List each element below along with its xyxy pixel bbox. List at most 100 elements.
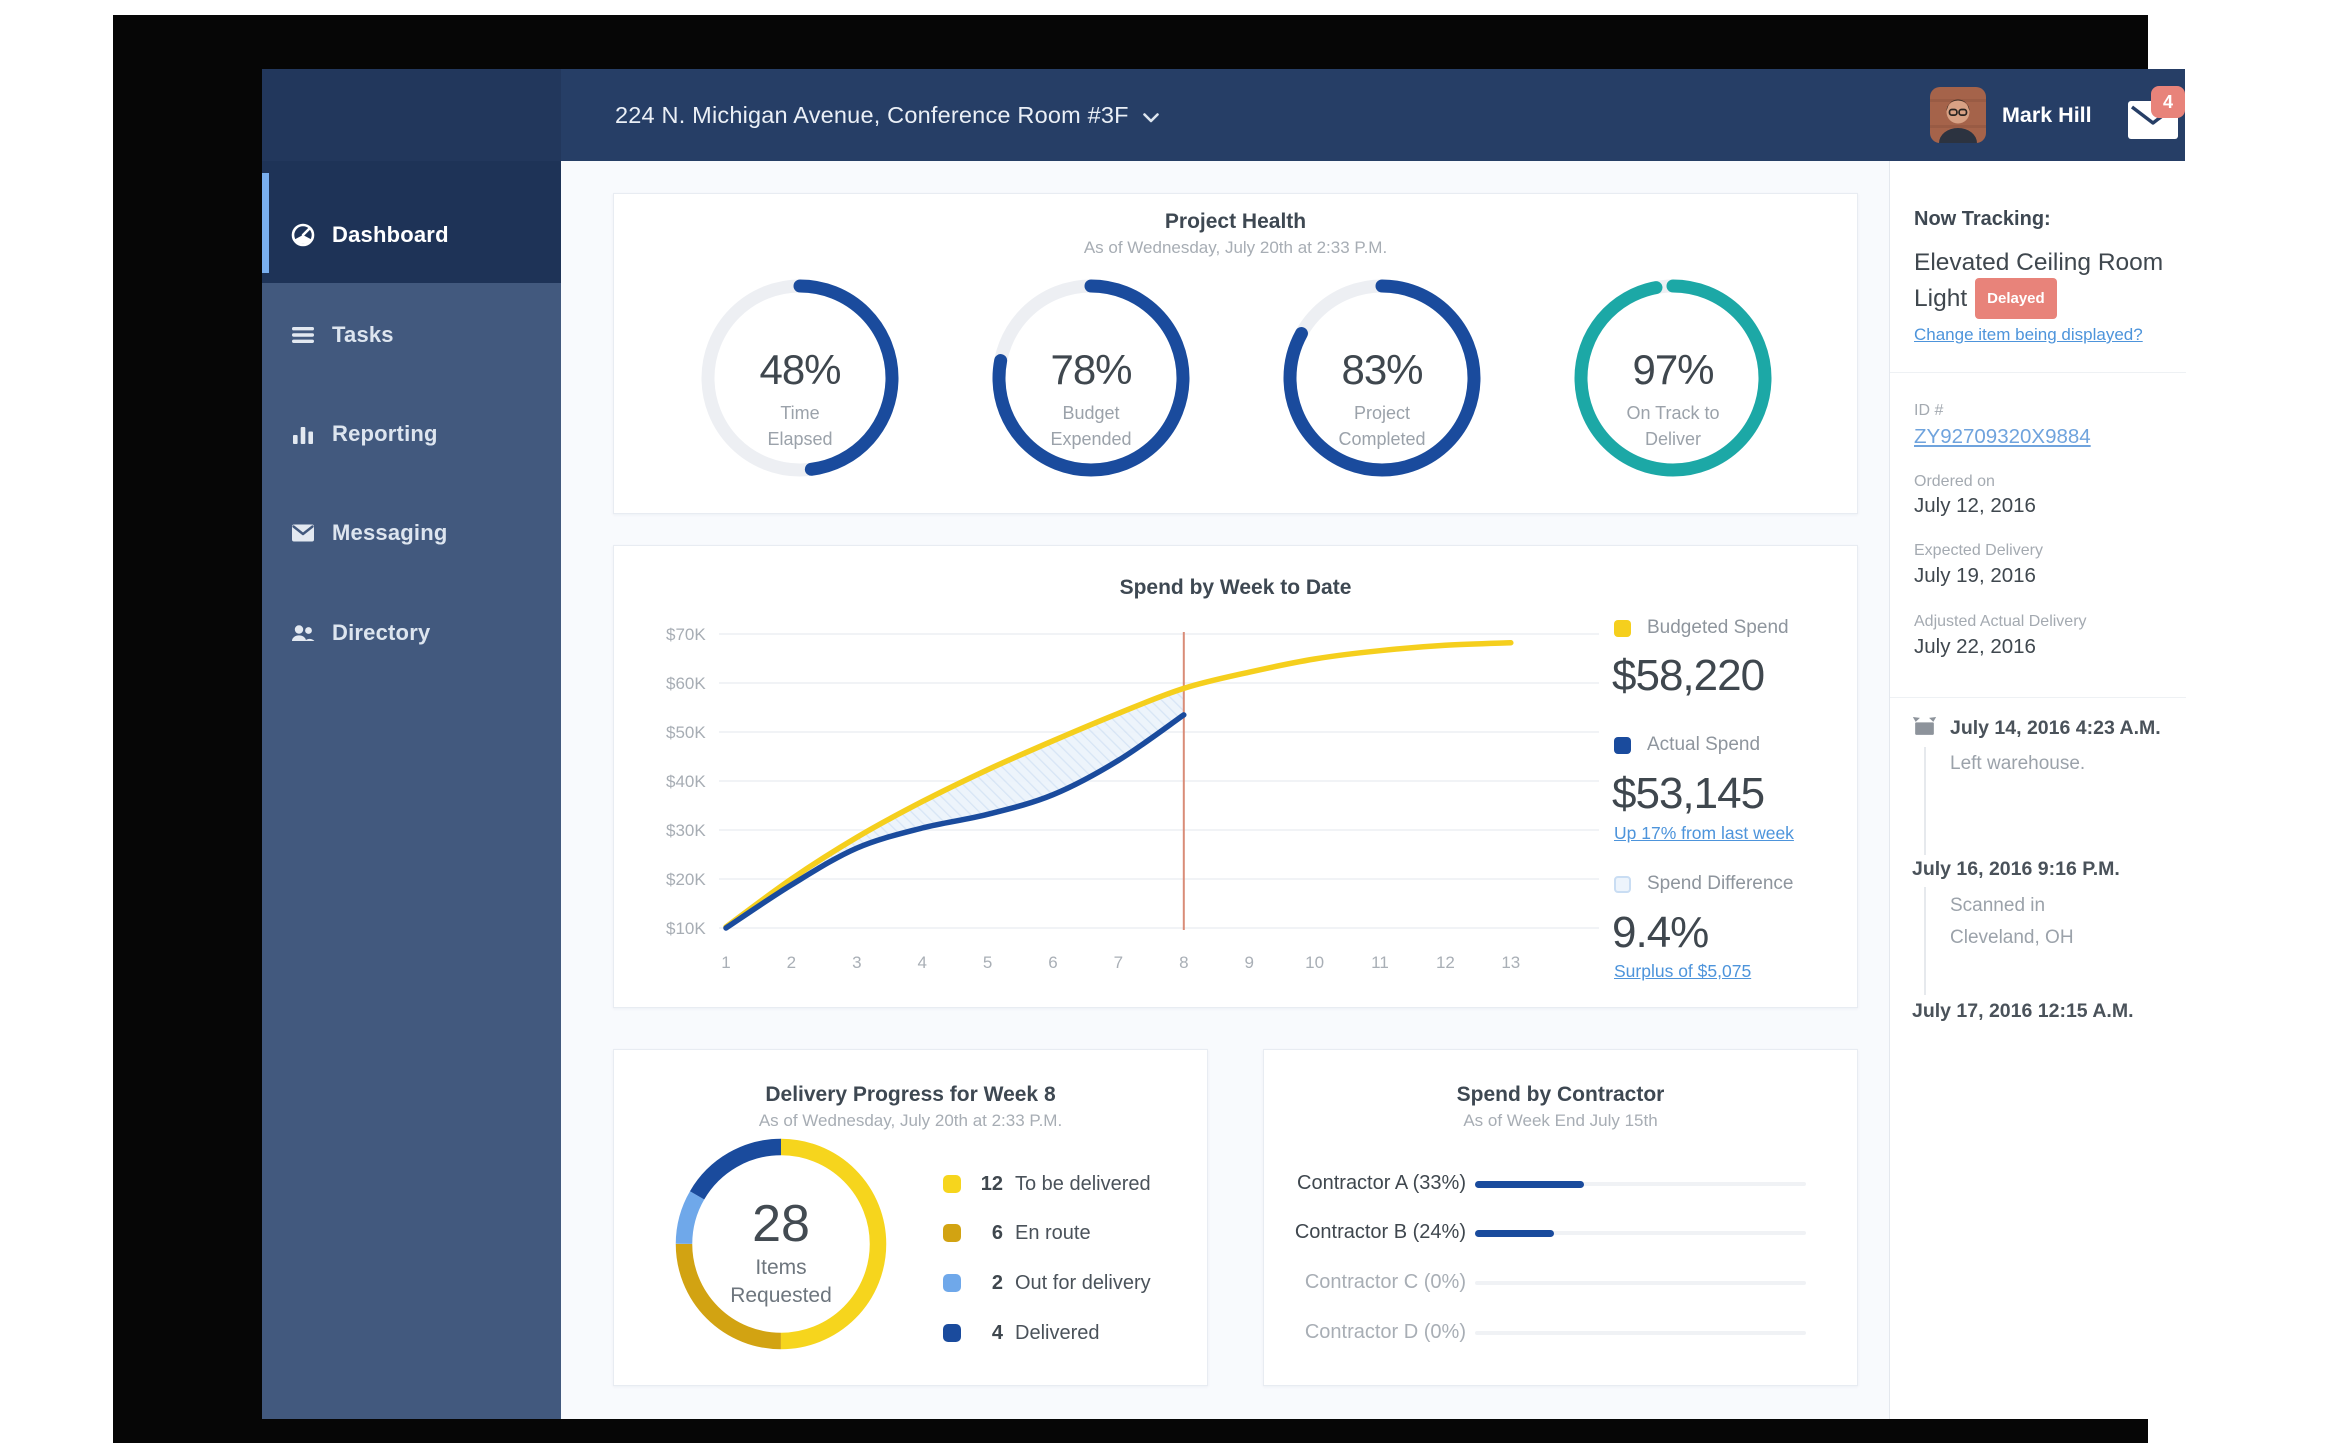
id-label: ID # [1914,402,1944,419]
ring-budget-expended: 78% Budget Expended [991,278,1191,478]
divider [1890,372,2186,373]
contractor-bar-track [1475,1331,1806,1335]
legend-swatch [943,1274,961,1292]
app-window: 224 N. Michigan Avenue, Conference Room … [262,69,2186,1419]
spend-difference-link[interactable]: Surplus of $5,075 [1614,961,1752,981]
svg-text:9: 9 [1244,953,1253,972]
card-title: Project Health [1164,210,1307,233]
tracking-panel: Now Tracking: Elevated Ceiling Room Ligh… [1889,161,2186,1419]
budgeted-spend-label: Budgeted Spend [1647,617,1789,638]
sidebar-item-messaging[interactable]: Messaging [262,507,561,559]
ring-label: Time Elapsed [767,403,833,449]
sidebar-item-reporting[interactable]: Reporting [262,408,561,460]
tracked-item-title: Elevated Ceiling Room Light Delayed [1914,247,2166,319]
delivery-donut-chart [671,1134,891,1354]
svg-text:$70K: $70K [666,625,706,644]
legend-swatch [943,1175,961,1193]
svg-text:6: 6 [1048,953,1057,972]
items-requested-label: Items [755,1256,807,1279]
project-health-card: Project Health As of Wednesday, July 20t… [613,193,1858,514]
ring-project-completed: 83% Project Completed [1282,278,1482,478]
sidebar-item-tasks[interactable]: Tasks [262,309,561,361]
legend-count: 6 [991,1221,1003,1244]
status-badge: Delayed [1975,278,2057,319]
svg-text:4: 4 [917,953,926,972]
legend-out-for-delivery: 2 Out for delivery [943,1268,1151,1298]
legend-label: To be delivered [1015,1172,1151,1195]
budgeted-spend-value: $58,220 [1612,651,1765,700]
svg-text:$30K: $30K [666,821,706,840]
warehouse-box-icon [1911,712,1938,744]
ring-chart [700,278,900,483]
delivery-progress-card: Delivery Progress for Week 8 As of Wedne… [613,1049,1208,1386]
divider [1890,697,2186,698]
contractor-c-label: Contractor C (0%) [1304,1271,1466,1293]
sidebar [262,161,561,1419]
spend-line-chart: $70K $60K $50K $40K $30K $20K $10K 1 2 3 4 5 6 7 8 9 10 1… [614,606,1859,986]
svg-text:$10K: $10K [666,919,706,938]
location-title: 224 N. Michigan Avenue, Conference Room … [615,101,1129,128]
spend-difference-value: 9.4% [1612,908,1709,957]
location-dropdown[interactable]: 224 N. Michigan Avenue, Conference Room … [615,69,1159,161]
timeline-event-time: July 16, 2016 9:16 P.M. [1912,858,2120,880]
sidebar-item-directory[interactable]: Directory [262,607,561,659]
actual-spend-link[interactable]: Up 17% from last week [1614,823,1794,843]
contractor-bar-fill [1475,1229,1554,1237]
contractor-b-label: Contractor B (24%) [1294,1221,1466,1243]
avatar[interactable] [1930,87,1986,143]
spend-difference-swatch [1614,876,1631,893]
expected-delivery-value: July 19, 2016 [1914,564,2036,587]
sidebar-item-label: Messaging [332,520,448,545]
card-title: Delivery Progress for Week 8 [765,1083,1056,1106]
change-item-link[interactable]: Change item being displayed? [1914,325,2143,344]
ring-on-track: 97% On Track to Deliver [1573,278,1773,478]
sidebar-item-label: Reporting [332,421,438,446]
svg-text:5: 5 [983,953,992,972]
actual-spend-swatch [1614,737,1631,754]
people-icon [292,625,315,641]
sidebar-brand-area [262,69,561,161]
svg-text:10: 10 [1305,953,1324,972]
contractor-bar-track [1475,1182,1806,1186]
svg-text:11: 11 [1371,953,1389,972]
card-subtitle: As of Wednesday, July 20th at 2:33 P.M. [758,1111,1063,1130]
gauge-icon [291,223,315,247]
budgeted-spend-swatch [1614,620,1631,637]
contractor-bar-track [1475,1281,1806,1285]
svg-text:12: 12 [1436,953,1455,972]
legend-count: 4 [991,1321,1003,1344]
svg-text:1: 1 [721,953,730,972]
card-subtitle: As of Week End July 15th [1463,1111,1658,1130]
ring-chart [1573,278,1773,483]
contractor-d-label: Contractor D (0%) [1304,1321,1466,1343]
svg-text:13: 13 [1501,953,1520,972]
svg-text:$40K: $40K [666,772,706,791]
svg-text:7: 7 [1114,953,1123,972]
ordered-on-value: July 12, 2016 [1914,494,2036,517]
card-title: Spend by Contractor [1456,1083,1665,1106]
expected-delivery-label: Expected Delivery [1914,542,2043,559]
sidebar-item-label: Tasks [332,322,394,347]
contractor-bar-fill [1475,1180,1584,1188]
ring-percent: 83% [1341,346,1423,393]
legend-label: En route [1015,1221,1091,1244]
timeline-event-time: July 17, 2016 12:15 A.M. [1912,1000,2134,1022]
id-value-link[interactable]: ZY92709320X9884 [1914,425,2091,448]
mail-badge: 4 [2151,86,2185,118]
timeline-event-time: July 14, 2016 4:23 A.M. [1950,717,2161,739]
adjusted-delivery-value: July 22, 2016 [1914,635,2036,658]
sidebar-active-accent [262,173,269,273]
svg-text:$20K: $20K [666,870,706,889]
ring-time-elapsed: 48% Time Elapsed [700,278,900,478]
sidebar-item-label: Dashboard [332,222,449,247]
svg-text:$60K: $60K [666,674,706,693]
contractor-a-label: Contractor A (33%) [1297,1172,1466,1194]
chevron-down-icon [1142,102,1159,129]
legend-to-be-delivered: 12 To be delivered [943,1169,1151,1199]
svg-text:$50K: $50K [666,723,706,742]
timeline-event-detail: Scanned in [1950,895,2046,916]
legend-swatch [943,1224,961,1242]
sidebar-active-highlight [262,161,561,283]
sidebar-item-dashboard[interactable]: Dashboard [262,209,561,261]
user-name: Mark Hill [2002,102,2092,127]
